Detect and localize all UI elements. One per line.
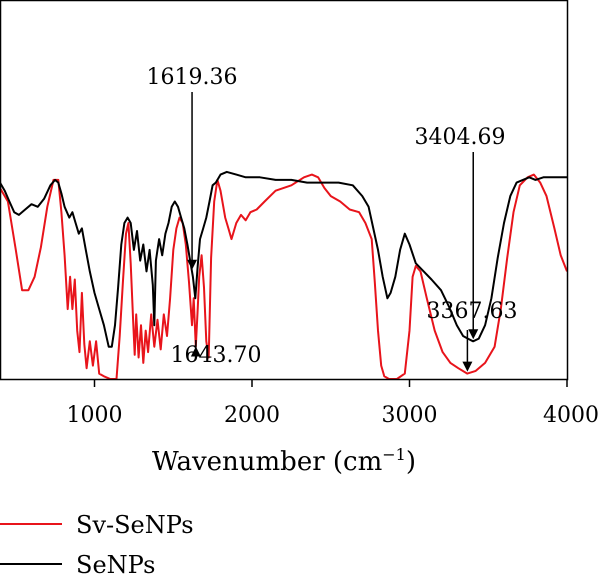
legend-label: SeNPs [76,551,155,579]
series-line-sv-senps [0,173,568,380]
x-tick-label: 2000 [224,403,280,428]
x-axis-ticks: 1000 2000 3000 4000 [67,379,599,428]
annotation-label: 3367.63 [427,299,518,324]
annotation-label: 1619.36 [147,65,238,90]
x-axis-title-text: Wavenumber (cm [152,447,382,477]
peak-annotations: 1619.36 1643.70 3404.69 3367.63 [147,65,518,372]
x-tick-label: 4000 [543,403,599,428]
plot-frame [0,0,569,381]
legend: Sv-SeNPs SeNPs [0,511,194,579]
x-tick-label: 1000 [67,403,123,428]
legend-label: Sv-SeNPs [76,511,194,539]
annotation-arrow-head [187,259,198,270]
x-axis-title-end: ) [406,447,416,477]
annotation-label: 3404.69 [415,125,506,150]
x-axis-title-sup: −1 [382,445,406,464]
x-axis-title: Wavenumber (cm−1) [152,445,416,477]
x-tick-label: 3000 [382,403,438,428]
annotation-arrow-head [462,361,473,372]
plot-lines [0,170,568,380]
annotation-arrow-head [468,329,479,340]
annotation-label: 1643.70 [171,343,262,368]
annotation-arrow-head [190,346,201,357]
series-line-senps [0,170,567,348]
